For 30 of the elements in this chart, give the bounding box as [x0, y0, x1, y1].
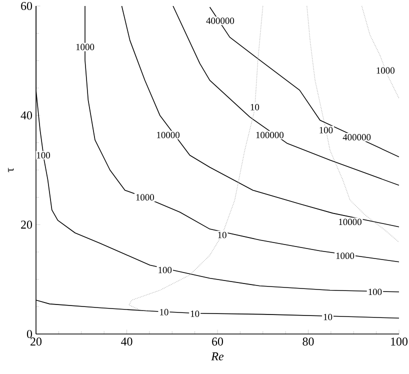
annotation: 100: [158, 266, 172, 274]
annotation: 400000: [206, 18, 234, 24]
x-tick-label: 100: [391, 338, 408, 346]
y-axis-title: τ: [8, 168, 14, 172]
x-tick-label: 20: [30, 338, 42, 346]
line-series: [121, 6, 399, 228]
annotation: 100: [368, 288, 382, 296]
annotation: 400000: [342, 134, 371, 140]
x-tick-label: 80: [302, 338, 314, 346]
annotation: 10: [250, 104, 260, 110]
x-tick-label: 40: [121, 338, 132, 346]
line-series: [306, 6, 399, 242]
y-tick-label: 0: [26, 330, 32, 338]
annotation: 10000: [157, 132, 180, 138]
annotation: 100: [320, 126, 333, 134]
y-tick-label: 40: [20, 111, 32, 120]
annotation: 1000: [336, 252, 354, 260]
y-tick-label: 20: [21, 220, 32, 229]
annotation: 100: [36, 152, 50, 158]
annotation: 10: [160, 308, 168, 316]
annotation: 1000: [376, 67, 394, 74]
x-tick-label: 60: [212, 338, 224, 346]
line-series: [361, 6, 399, 99]
annotation: 10: [324, 314, 332, 320]
y-tick-label: 60: [21, 2, 32, 10]
annotation: 1000: [76, 44, 94, 50]
annotation: 100000: [256, 132, 284, 138]
annotation: 10000: [338, 218, 362, 226]
x-axis-title: Re: [211, 352, 224, 360]
annotation: 10: [218, 232, 226, 238]
